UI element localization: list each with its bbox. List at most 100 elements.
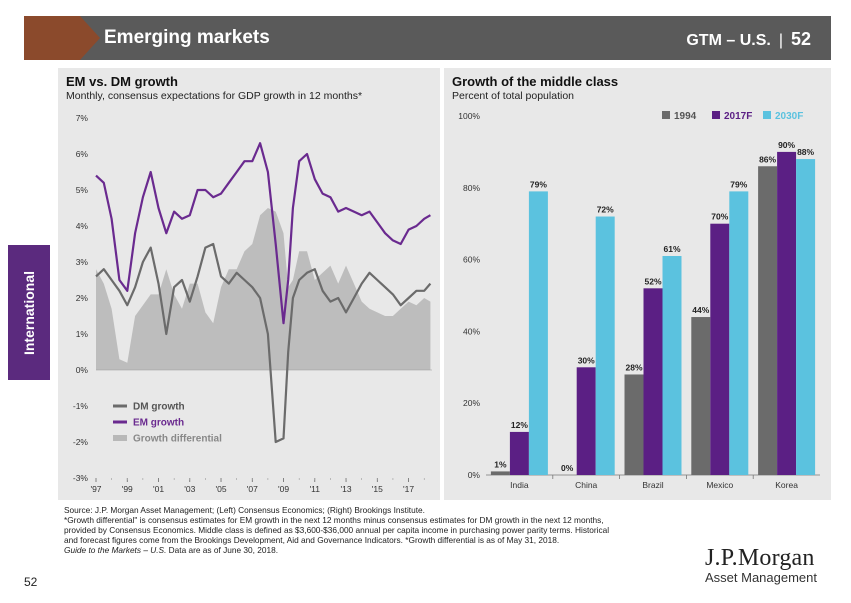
legend-label: Growth differential [133, 434, 222, 445]
header-source: GTM – U.S. [686, 32, 771, 49]
y-tick-label: -2% [73, 437, 89, 447]
y-tick-label: 3% [76, 257, 89, 267]
x-tick-label: '03 [184, 484, 195, 494]
footer-guide-title: Guide to the Markets – U.S. [64, 545, 167, 555]
header-title: Emerging markets [104, 27, 270, 48]
bar [777, 151, 797, 475]
x-tick-label: '17 [403, 484, 414, 494]
bar [710, 223, 730, 475]
y-tick-label: -1% [73, 401, 89, 411]
legend-label: 1994 [674, 111, 697, 122]
side-tab: International [8, 245, 50, 380]
right-chart-subtitle: Percent of total population [452, 90, 575, 102]
bar-value-label: 70% [711, 212, 728, 222]
left-chart-subtitle: Monthly, consensus expectations for GDP … [66, 90, 363, 102]
legend-swatch [763, 111, 771, 119]
legend-label: DM growth [133, 402, 185, 413]
bar-value-label: 61% [663, 244, 680, 254]
bar-value-label: 90% [778, 140, 795, 150]
bar [643, 288, 663, 475]
bar [758, 166, 778, 475]
y-tick-label: 7% [76, 113, 89, 123]
legend-label: 2030F [775, 111, 803, 122]
y-tick-label: -3% [73, 473, 89, 483]
bar-value-label: 72% [597, 205, 614, 215]
header-page: 52 [790, 29, 811, 49]
em-growth-line [95, 142, 431, 325]
legend-label: EM growth [133, 418, 184, 429]
x-tick-label: '99 [122, 484, 133, 494]
page-number: 52 [24, 575, 38, 589]
bar [490, 471, 510, 475]
logo-subtitle: Asset Management [705, 570, 818, 585]
x-tick-label: '05 [215, 484, 226, 494]
bar [662, 256, 682, 475]
bar-value-label: 0% [561, 463, 574, 473]
dm-growth-line [95, 242, 432, 444]
x-tick-label: '97 [90, 484, 101, 494]
bar [691, 317, 711, 475]
x-tick-label: '01 [153, 484, 164, 494]
bar-value-label: 79% [730, 179, 747, 189]
footer-notes: Source: J.P. Morgan Asset Management; (L… [64, 505, 704, 555]
bar [509, 431, 529, 475]
left-chart-title: EM vs. DM growth [66, 74, 178, 89]
legend-swatch [712, 111, 720, 119]
bar [796, 159, 816, 475]
y-tick-label: 40% [463, 326, 480, 336]
y-tick-label: 2% [76, 293, 89, 303]
y-tick-label: 60% [463, 255, 480, 265]
em-dm-line-chart: -3% -2% -1% 0% 1% 2% 3% 4% 5% 6% 7% '97 '99 '01 '03 '05… [73, 113, 432, 494]
bar [528, 191, 548, 475]
x-tick-label: '15 [372, 484, 383, 494]
category-label: Mexico [706, 480, 733, 490]
bar [576, 367, 596, 475]
bar-value-label: 1% [494, 459, 507, 469]
y-tick-label: 100% [458, 111, 480, 121]
y-tick-label: 0% [468, 470, 481, 480]
bar [595, 216, 615, 475]
logo-wordmark: J.P.Morgan [705, 545, 815, 571]
y-tick-label: 0% [76, 365, 89, 375]
header-band [80, 16, 831, 60]
category-label: India [510, 480, 529, 490]
y-tick-label: 5% [76, 185, 89, 195]
right-panel: Growth of the middle class Percent of to… [444, 68, 831, 500]
side-tab-label: International [21, 270, 37, 355]
legend-swatch [662, 111, 670, 119]
footer-line-4: and forecast figures come from the Brook… [64, 535, 560, 545]
middle-class-bar-chart: 0% 20% 40% 60% 80% 100% 1% 12% 79% India 0% 30% 72% C… [458, 111, 820, 490]
header-notch [80, 16, 100, 60]
x-tick-label: '07 [247, 484, 258, 494]
footer-line-5: Guide to the Markets – U.S. Data are as … [64, 545, 704, 555]
x-tick-label: '13 [341, 484, 352, 494]
bar-value-label: 30% [578, 355, 595, 365]
legend-label: 2017F [724, 111, 752, 122]
footer-line-1: Source: J.P. Morgan Asset Management; (L… [64, 505, 425, 515]
bar [729, 191, 749, 475]
bar-value-label: 79% [530, 179, 547, 189]
footer-line-2: *Growth differential" is consensus estim… [64, 515, 604, 525]
bar-value-label: 88% [797, 147, 814, 157]
bar-value-label: 12% [511, 420, 528, 430]
growth-differential-area [96, 208, 431, 370]
footer-data-date: Data are as of June 30, 2018. [166, 545, 278, 555]
y-tick-label: 6% [76, 149, 89, 159]
y-tick-label: 1% [76, 329, 89, 339]
y-tick-label: 80% [463, 183, 480, 193]
header-bar: Emerging markets GTM – U.S. | 52 [0, 16, 851, 60]
right-chart-title: Growth of the middle class [452, 74, 619, 89]
bar-value-label: 28% [625, 362, 642, 372]
header-right: GTM – U.S. | 52 [686, 29, 811, 50]
header-accent [24, 16, 80, 60]
jpmorgan-logo: J.P.Morgan Asset Management [705, 545, 835, 585]
y-tick-label: 20% [463, 398, 480, 408]
category-label: China [575, 480, 597, 490]
x-tick-label: '09 [278, 484, 289, 494]
y-tick-label: 4% [76, 221, 89, 231]
bar-value-label: 86% [759, 154, 776, 164]
category-label: Korea [775, 480, 798, 490]
footer-line-3: provided by Consensus Economics. Middle … [64, 525, 610, 535]
bar-value-label: 52% [644, 276, 661, 286]
bar [624, 374, 644, 475]
